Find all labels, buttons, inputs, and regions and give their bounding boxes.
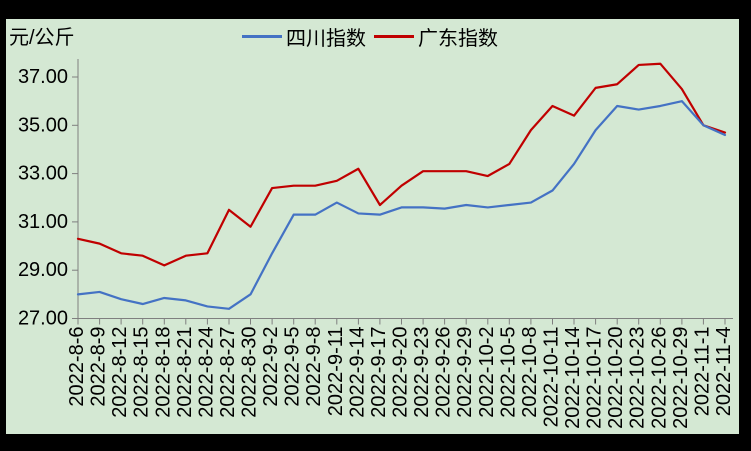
svg-text:2022-9-26: 2022-9-26 [433, 326, 455, 417]
svg-text:2022-10-29: 2022-10-29 [670, 327, 692, 429]
svg-text:2022-10-26: 2022-10-26 [648, 327, 670, 429]
svg-text:2022-11-1: 2022-11-1 [691, 327, 713, 417]
svg-text:2022-8-12: 2022-8-12 [109, 327, 131, 418]
svg-text:2022-8-21: 2022-8-21 [174, 327, 196, 418]
svg-text:2022-8-27: 2022-8-27 [217, 327, 239, 418]
svg-text:2022-9-8: 2022-9-8 [303, 327, 325, 407]
svg-text:2022-10-5: 2022-10-5 [497, 327, 519, 418]
svg-text:2022-10-8: 2022-10-8 [519, 327, 541, 418]
svg-text:2022-8-18: 2022-8-18 [152, 327, 174, 418]
svg-text:2022-10-23: 2022-10-23 [627, 327, 649, 429]
svg-text:2022-9-2: 2022-9-2 [260, 327, 282, 407]
svg-text:2022-8-15: 2022-8-15 [131, 327, 153, 418]
svg-text:2022-9-17: 2022-9-17 [368, 327, 390, 418]
svg-text:2022-9-11: 2022-9-11 [325, 327, 347, 417]
svg-text:29.00: 29.00 [18, 259, 68, 281]
svg-text:2022-9-14: 2022-9-14 [346, 327, 368, 418]
svg-text:33.00: 33.00 [18, 163, 68, 185]
svg-text:2022-10-14: 2022-10-14 [562, 327, 584, 429]
svg-text:2022-9-5: 2022-9-5 [282, 327, 304, 407]
svg-text:2022-9-23: 2022-9-23 [411, 326, 433, 417]
svg-text:37.00: 37.00 [18, 66, 68, 88]
svg-text:2022-8-9: 2022-8-9 [88, 327, 110, 407]
svg-text:2022-10-2: 2022-10-2 [476, 327, 498, 418]
svg-text:31.00: 31.00 [18, 211, 68, 233]
svg-text:27.00: 27.00 [18, 308, 68, 330]
svg-text:2022-10-17: 2022-10-17 [584, 327, 606, 429]
svg-text:2022-9-29: 2022-9-29 [454, 327, 476, 418]
svg-text:2022-10-20: 2022-10-20 [605, 327, 627, 429]
svg-text:2022-8-30: 2022-8-30 [239, 327, 261, 418]
svg-text:2022-9-20: 2022-9-20 [390, 327, 412, 418]
svg-text:2022-10-11: 2022-10-11 [541, 327, 563, 428]
svg-text:2022-8-24: 2022-8-24 [195, 327, 217, 418]
svg-text:2022-8-6: 2022-8-6 [66, 327, 88, 407]
svg-text:35.00: 35.00 [18, 114, 68, 136]
svg-text:2022-11-4: 2022-11-4 [713, 327, 735, 417]
